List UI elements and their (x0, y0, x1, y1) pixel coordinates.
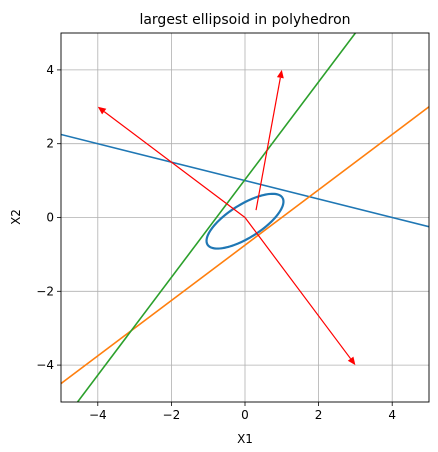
x-tick-label: 0 (241, 408, 249, 422)
normal-arrowhead-3 (347, 356, 356, 366)
y-tick-label: 0 (46, 211, 54, 225)
y-tick-label: −4 (36, 358, 54, 372)
normal-arrow-2 (103, 111, 246, 218)
y-tick-label: 4 (46, 63, 54, 77)
normal-arrow-1 (255, 77, 281, 211)
y-axis-label: X2 (9, 209, 23, 225)
y-tick-label: −2 (36, 284, 54, 298)
series-layer (61, 33, 429, 402)
normal-arrowhead-1 (276, 69, 284, 79)
normal-arrowhead-2 (97, 106, 107, 115)
x-tick-label: 4 (388, 408, 396, 422)
x-tick-label: 2 (315, 408, 323, 422)
normal-arrow-3 (244, 217, 352, 360)
constraint-3-line (76, 33, 357, 402)
inscribed-ellipse (205, 192, 285, 250)
constraint-2-line (61, 106, 429, 385)
ticks: −4 −2 0 2 4 −4 −2 0 2 4 (36, 63, 396, 422)
x-axis-label: X1 (237, 432, 253, 446)
x-tick-label: −2 (163, 408, 181, 422)
x-tick-label: −4 (89, 408, 107, 422)
chart-title: largest ellipsoid in polyhedron (139, 12, 350, 28)
y-tick-label: 2 (46, 137, 54, 151)
